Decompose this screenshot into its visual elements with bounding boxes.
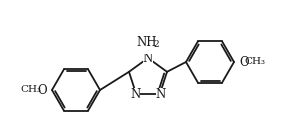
Text: O: O bbox=[37, 83, 47, 96]
Text: N: N bbox=[156, 88, 166, 101]
Text: O: O bbox=[239, 55, 249, 68]
Text: CH₃: CH₃ bbox=[21, 86, 41, 95]
Text: 2: 2 bbox=[153, 40, 159, 49]
Text: N: N bbox=[143, 51, 153, 64]
Text: NH: NH bbox=[137, 35, 157, 48]
Text: CH₃: CH₃ bbox=[245, 58, 265, 67]
Text: N: N bbox=[130, 88, 140, 101]
